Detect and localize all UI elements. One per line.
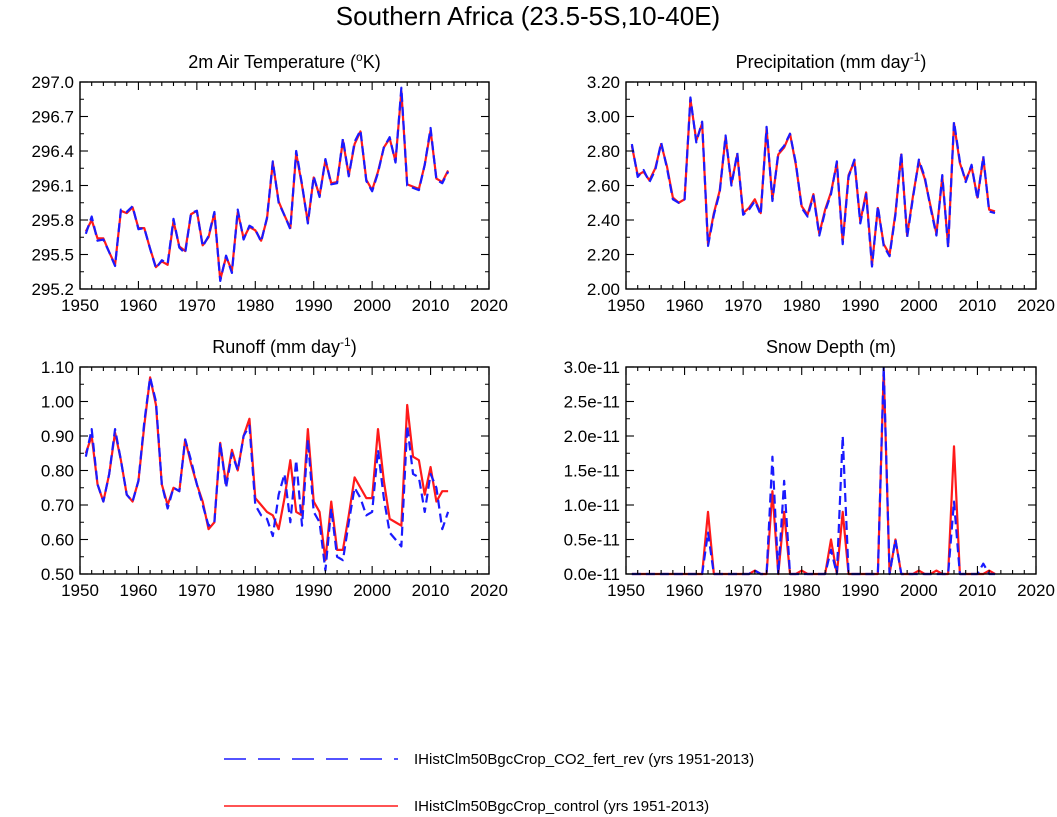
x-tick-label: 1980 [236,296,274,315]
series-line-co2_fert_rev [84,86,450,283]
legend-label: IHistClm50BgcCrop_CO2_fert_rev (yrs 1951… [414,751,754,768]
x-tick-label: 2020 [1017,296,1055,315]
legend-label: IHistClm50BgcCrop_control (yrs 1951-2013… [414,798,709,815]
y-tick-label: 297.0 [31,73,74,92]
y-tick-label: 295.2 [31,280,74,299]
y-tick-label: 0.80 [41,462,74,481]
x-tick-label: 2020 [470,581,508,600]
y-tick-label: 2.40 [587,211,620,230]
x-tick-label: 2010 [959,296,997,315]
y-tick-label: 295.5 [31,246,74,265]
x-tick-label: 1950 [607,296,645,315]
y-tick-label: 0.60 [41,531,74,550]
figure-title: Southern Africa (23.5-5S,10-40E) [336,1,720,31]
series-line-control [631,369,996,576]
x-tick-label: 1960 [666,581,704,600]
x-tick-label: 1960 [666,296,704,315]
y-tick-label: 295.8 [31,211,74,230]
x-tick-label: 1950 [61,296,99,315]
x-tick-label: 1970 [724,581,762,600]
x-tick-label: 1960 [120,581,158,600]
x-tick-label: 2010 [959,581,997,600]
y-tick-label: 0.70 [41,496,74,515]
panel-title: 2m Air Temperature (oK) [188,50,380,72]
plot-frame [79,366,490,575]
x-tick-label: 1980 [783,581,821,600]
x-tick-label: 2020 [470,296,508,315]
series-line-co2_fert_rev [631,365,995,576]
y-tick-label: 296.7 [31,108,74,127]
y-tick-label: 1.00 [41,393,74,412]
y-tick-label: 2.20 [587,246,620,265]
y-tick-label: 296.4 [31,142,74,161]
panel-title: Snow Depth (m) [766,337,896,357]
x-tick-label: 1980 [236,581,274,600]
x-tick-label: 2000 [900,581,938,600]
y-tick-label: 0.0e-11 [564,565,620,584]
series-line-control [84,90,450,281]
y-tick-label: 2.80 [587,142,620,161]
y-tick-label: 2.5e-11 [564,393,620,412]
y-tick-label: 2.00 [587,280,620,299]
y-tick-label: 0.5e-11 [564,531,620,550]
x-tick-label: 1970 [178,581,216,600]
panel-title: Precipitation (mm day-1) [736,50,927,72]
y-tick-label: 1.5e-11 [564,462,620,481]
chart-panel: Precipitation (mm day-1) 1950 1960 1970 1980… [587,50,1055,315]
y-tick-label: 1.0e-11 [564,496,620,515]
y-tick-label: 2.0e-11 [564,427,620,446]
x-tick-label: 1980 [783,296,821,315]
x-tick-label: 1970 [724,296,762,315]
x-tick-label: 2000 [353,581,391,600]
chart-panel: 2m Air Temperature (oK) 1950 1960 1970 1980 1… [31,50,507,315]
y-tick-label: 296.1 [31,177,74,196]
x-tick-label: 1990 [841,296,879,315]
series-line-co2_fert_rev [84,376,450,572]
x-tick-label: 1950 [61,581,99,600]
x-tick-label: 1990 [295,581,333,600]
y-tick-label: 1.10 [41,358,74,377]
x-tick-label: 1960 [120,296,158,315]
legend-item: IHistClm50BgcCrop_CO2_fert_rev (yrs 1951… [224,751,754,768]
y-tick-label: 3.00 [587,108,620,127]
x-tick-label: 2000 [900,296,938,315]
chart-panels: 2m Air Temperature (oK) 1950 1960 1970 1980 1… [31,50,1054,600]
y-tick-label: 0.50 [41,565,74,584]
x-tick-label: 2010 [412,296,450,315]
x-tick-label: 2020 [1017,581,1055,600]
legend: IHistClm50BgcCrop_CO2_fert_rev (yrs 1951… [224,751,754,815]
panel-title: Runoff (mm day-1) [212,335,356,357]
series-line-co2_fert_rev [630,96,996,268]
chart-panel: Runoff (mm day-1) 1950 1960 1970 1980 1990 200… [41,335,508,600]
y-tick-label: 3.20 [587,73,620,92]
x-tick-label: 2000 [353,296,391,315]
x-tick-label: 1990 [295,296,333,315]
y-tick-label: 0.90 [41,427,74,446]
x-tick-label: 1970 [178,296,216,315]
y-tick-label: 3.0e-11 [564,358,620,377]
chart-panel: Snow Depth (m) 1950 1960 1970 1980 1990 2000 20… [564,337,1055,600]
plot-frame [79,81,490,290]
x-tick-label: 2010 [412,581,450,600]
x-tick-label: 1990 [841,581,879,600]
legend-item: IHistClm50BgcCrop_control (yrs 1951-2013… [224,798,709,815]
x-tick-label: 1950 [607,581,645,600]
y-tick-label: 2.60 [587,177,620,196]
